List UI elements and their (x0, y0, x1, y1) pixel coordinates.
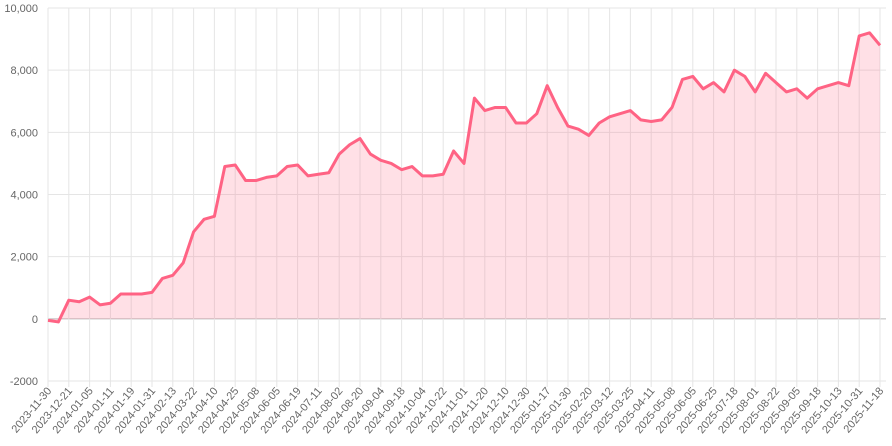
line (47, 31, 882, 324)
y-tick-label: 10,000 (4, 3, 38, 15)
y-tick-label: 2,000 (10, 252, 38, 264)
area (48, 32, 880, 322)
y-tick-label: 8,000 (10, 65, 38, 77)
y-tick-label: 6,000 (10, 127, 38, 139)
y-tick-label: -2000 (10, 376, 38, 388)
y-tick-label: 4,000 (10, 190, 38, 202)
y-tick-label: 0 (32, 314, 38, 326)
